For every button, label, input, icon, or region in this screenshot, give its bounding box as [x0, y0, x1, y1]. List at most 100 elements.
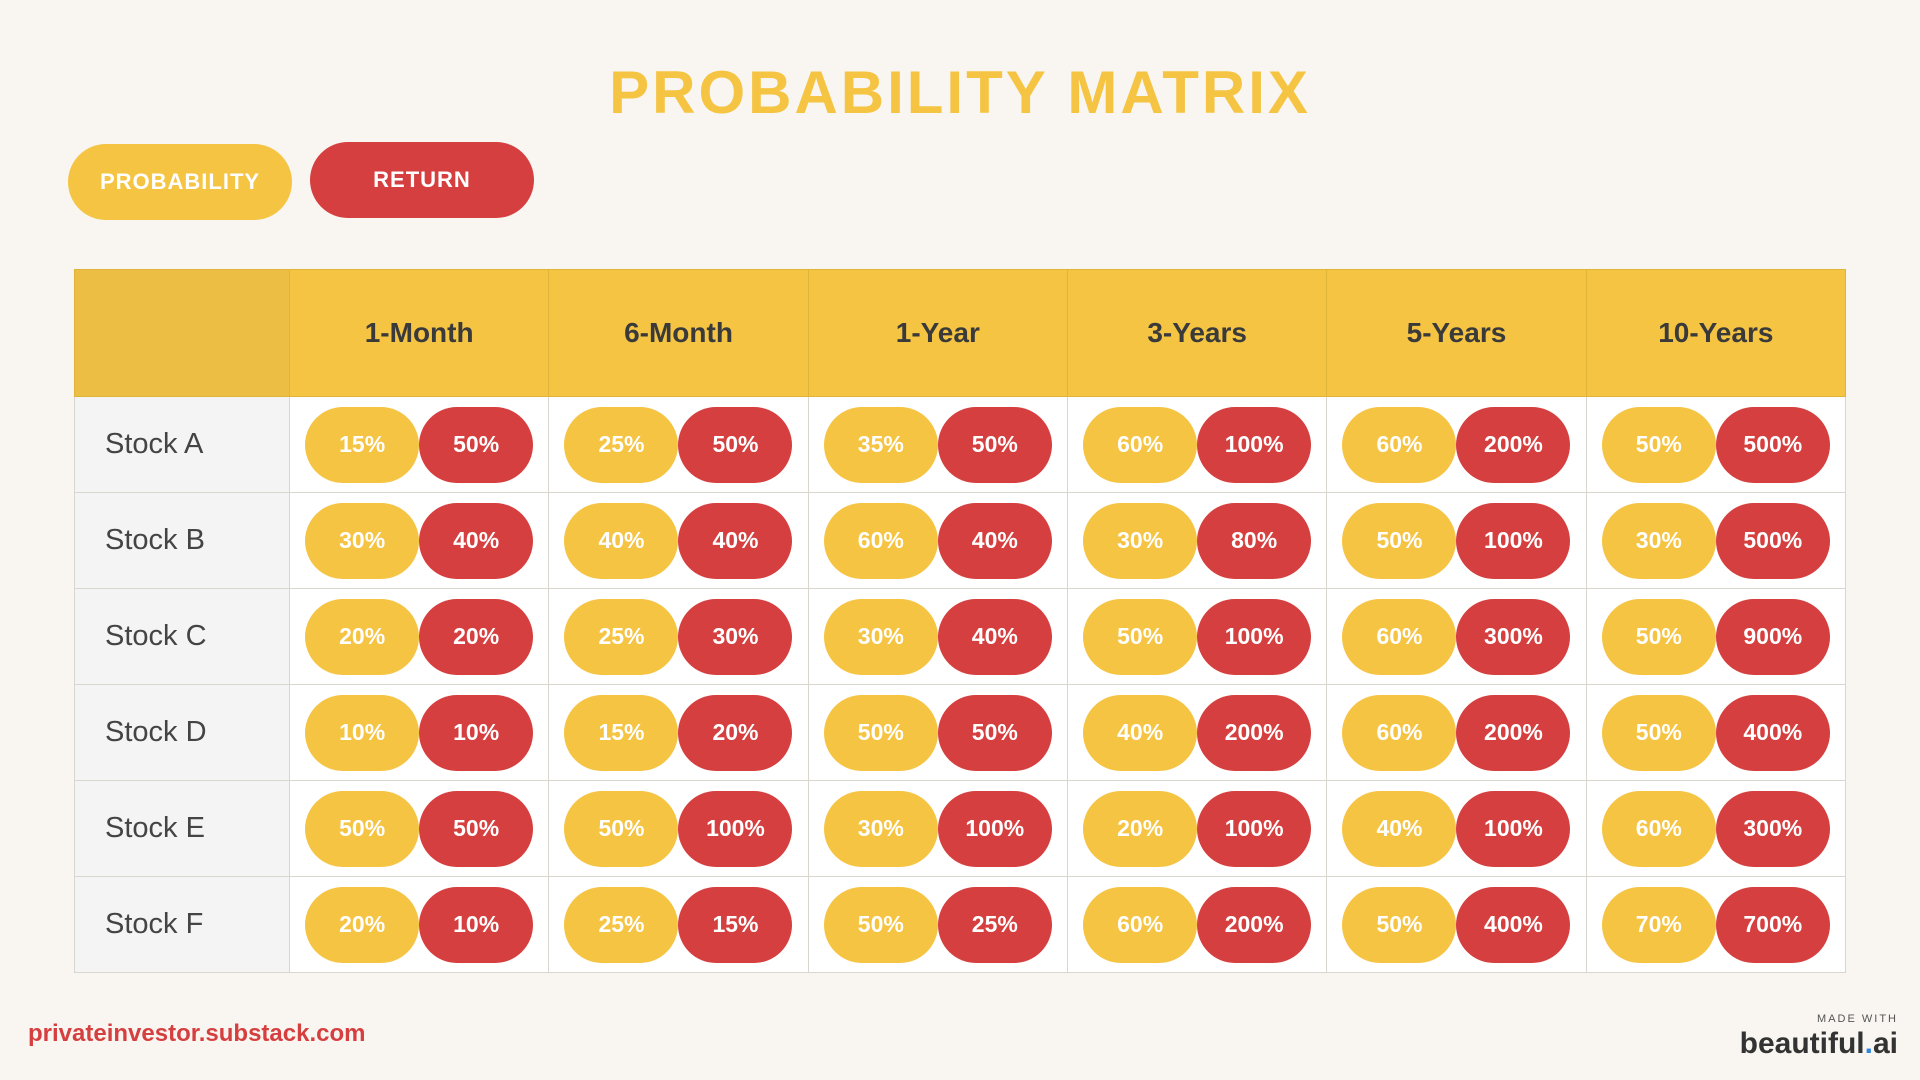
table-row: Stock E 50% 50% 50% 100% 30% 100% 20% 100% 40% 100… [74, 780, 1847, 877]
matrix-cell: 60% 300% [1585, 780, 1847, 877]
matrix-cell: 50% 400% [1585, 684, 1847, 781]
matrix-cell: 30% 40% [807, 588, 1068, 685]
matrix-cell: 60% 200% [1326, 396, 1587, 493]
probability-pill: 30% [1601, 502, 1716, 579]
stock-label: Stock D [74, 684, 290, 781]
value-pair: 30% 80% [1068, 502, 1326, 579]
return-pill: 40% [937, 598, 1052, 675]
probability-pill: 15% [564, 694, 679, 771]
value-pair: 60% 200% [1327, 406, 1585, 483]
return-pill: 50% [937, 694, 1052, 771]
return-pill: 40% [419, 502, 534, 579]
stock-label: Stock E [74, 780, 290, 877]
matrix-cell: 20% 100% [1066, 780, 1328, 877]
legend-return-pill: RETURN [310, 142, 534, 218]
table-row: Stock C 20% 20% 25% 30% 30% 40% 50% 100% 60% 300% 5… [74, 588, 1847, 685]
footer-site-link[interactable]: privateinvestor.substack.com [28, 1020, 366, 1047]
probability-pill: 30% [305, 502, 420, 579]
probability-pill: 60% [1342, 694, 1457, 771]
matrix-cell: 30% 40% [288, 492, 550, 589]
return-pill: 20% [419, 598, 534, 675]
probability-pill: 60% [1342, 406, 1457, 483]
probability-pill: 20% [305, 886, 420, 963]
column-header: 6-Month [548, 269, 809, 397]
column-header: 1-Year [807, 269, 1068, 397]
probability-pill: 15% [305, 406, 420, 483]
return-pill: 100% [1197, 598, 1312, 675]
value-pair: 10% 10% [290, 694, 548, 771]
matrix-cell: 50% 50% [288, 780, 550, 877]
value-pair: 20% 20% [290, 598, 548, 675]
matrix-cell: 25% 15% [548, 876, 809, 973]
return-pill: 900% [1715, 598, 1830, 675]
return-pill: 50% [419, 790, 534, 867]
return-pill: 80% [1197, 502, 1312, 579]
value-pair: 60% 200% [1068, 886, 1326, 963]
return-pill: 25% [937, 886, 1052, 963]
matrix-cell: 50% 100% [1066, 588, 1328, 685]
probability-pill: 60% [1083, 406, 1198, 483]
return-pill: 300% [1456, 598, 1571, 675]
value-pair: 50% 50% [290, 790, 548, 867]
value-pair: 40% 200% [1068, 694, 1326, 771]
return-pill: 200% [1456, 694, 1571, 771]
legend-probability-pill: PROBABILITY [68, 144, 292, 220]
matrix-cell: 40% 200% [1066, 684, 1328, 781]
value-pair: 20% 10% [290, 886, 548, 963]
value-pair: 60% 300% [1327, 598, 1585, 675]
matrix-cell: 25% 50% [548, 396, 809, 493]
probability-pill: 60% [1342, 598, 1457, 675]
value-pair: 20% 100% [1068, 790, 1326, 867]
matrix-cell: 30% 80% [1066, 492, 1328, 589]
table-corner-cell [74, 269, 290, 397]
value-pair: 50% 100% [1327, 502, 1585, 579]
return-pill: 10% [419, 886, 534, 963]
probability-pill: 60% [1601, 790, 1716, 867]
matrix-cell: 50% 400% [1326, 876, 1587, 973]
value-pair: 25% 30% [549, 598, 807, 675]
column-header: 5-Years [1326, 269, 1587, 397]
return-pill: 400% [1715, 694, 1830, 771]
value-pair: 70% 700% [1587, 886, 1845, 963]
column-header: 3-Years [1066, 269, 1328, 397]
value-pair: 25% 15% [549, 886, 807, 963]
return-pill: 50% [419, 406, 534, 483]
return-pill: 500% [1715, 502, 1830, 579]
probability-pill: 25% [564, 598, 679, 675]
value-pair: 35% 50% [809, 406, 1067, 483]
return-pill: 20% [678, 694, 793, 771]
return-pill: 200% [1456, 406, 1571, 483]
return-pill: 400% [1456, 886, 1571, 963]
value-pair: 50% 25% [809, 886, 1067, 963]
value-pair: 50% 400% [1587, 694, 1845, 771]
value-pair: 50% 500% [1587, 406, 1845, 483]
table-row: Stock F 20% 10% 25% 15% 50% 25% 60% 200% 50% 400% 7… [74, 876, 1847, 973]
value-pair: 60% 40% [809, 502, 1067, 579]
matrix-cell: 15% 20% [548, 684, 809, 781]
return-pill: 40% [678, 502, 793, 579]
return-pill: 300% [1715, 790, 1830, 867]
probability-pill: 50% [564, 790, 679, 867]
probability-pill: 50% [823, 886, 938, 963]
value-pair: 50% 100% [549, 790, 807, 867]
made-with-label: MADE WITH [1817, 1013, 1898, 1025]
matrix-cell: 50% 25% [807, 876, 1068, 973]
probability-pill: 20% [305, 598, 420, 675]
matrix-cell: 50% 500% [1585, 396, 1847, 493]
matrix-cell: 40% 40% [548, 492, 809, 589]
matrix-cell: 15% 50% [288, 396, 550, 493]
probability-pill: 50% [1342, 886, 1457, 963]
probability-pill: 40% [1083, 694, 1198, 771]
return-pill: 10% [419, 694, 534, 771]
probability-pill: 30% [823, 790, 938, 867]
value-pair: 60% 300% [1587, 790, 1845, 867]
return-pill: 100% [937, 790, 1052, 867]
table-body: Stock A 15% 50% 25% 50% 35% 50% 60% 100% 60% 200% 5… [74, 396, 1847, 973]
probability-pill: 35% [823, 406, 938, 483]
probability-pill: 30% [1083, 502, 1198, 579]
value-pair: 15% 50% [290, 406, 548, 483]
probability-pill: 25% [564, 886, 679, 963]
value-pair: 30% 40% [809, 598, 1067, 675]
probability-pill: 50% [823, 694, 938, 771]
value-pair: 40% 40% [549, 502, 807, 579]
